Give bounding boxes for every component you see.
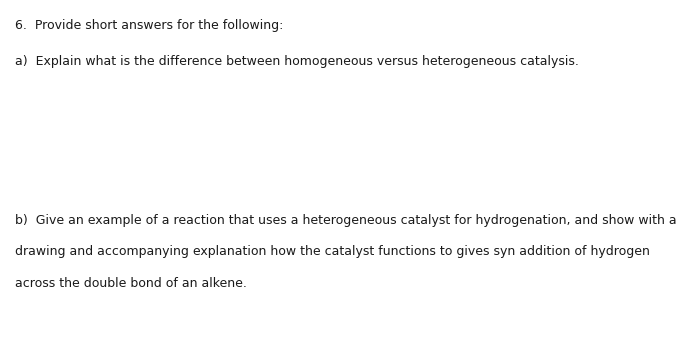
Text: b)  Give an example of a reaction that uses a heterogeneous catalyst for hydroge: b) Give an example of a reaction that us…: [15, 214, 676, 227]
Text: a)  Explain what is the difference between homogeneous versus heterogeneous cata: a) Explain what is the difference betwee…: [15, 55, 579, 68]
Text: across the double bond of an alkene.: across the double bond of an alkene.: [15, 277, 247, 290]
Text: drawing and accompanying explanation how the catalyst functions to gives syn add: drawing and accompanying explanation how…: [15, 245, 650, 258]
Text: 6.  Provide short answers for the following:: 6. Provide short answers for the followi…: [15, 19, 283, 32]
